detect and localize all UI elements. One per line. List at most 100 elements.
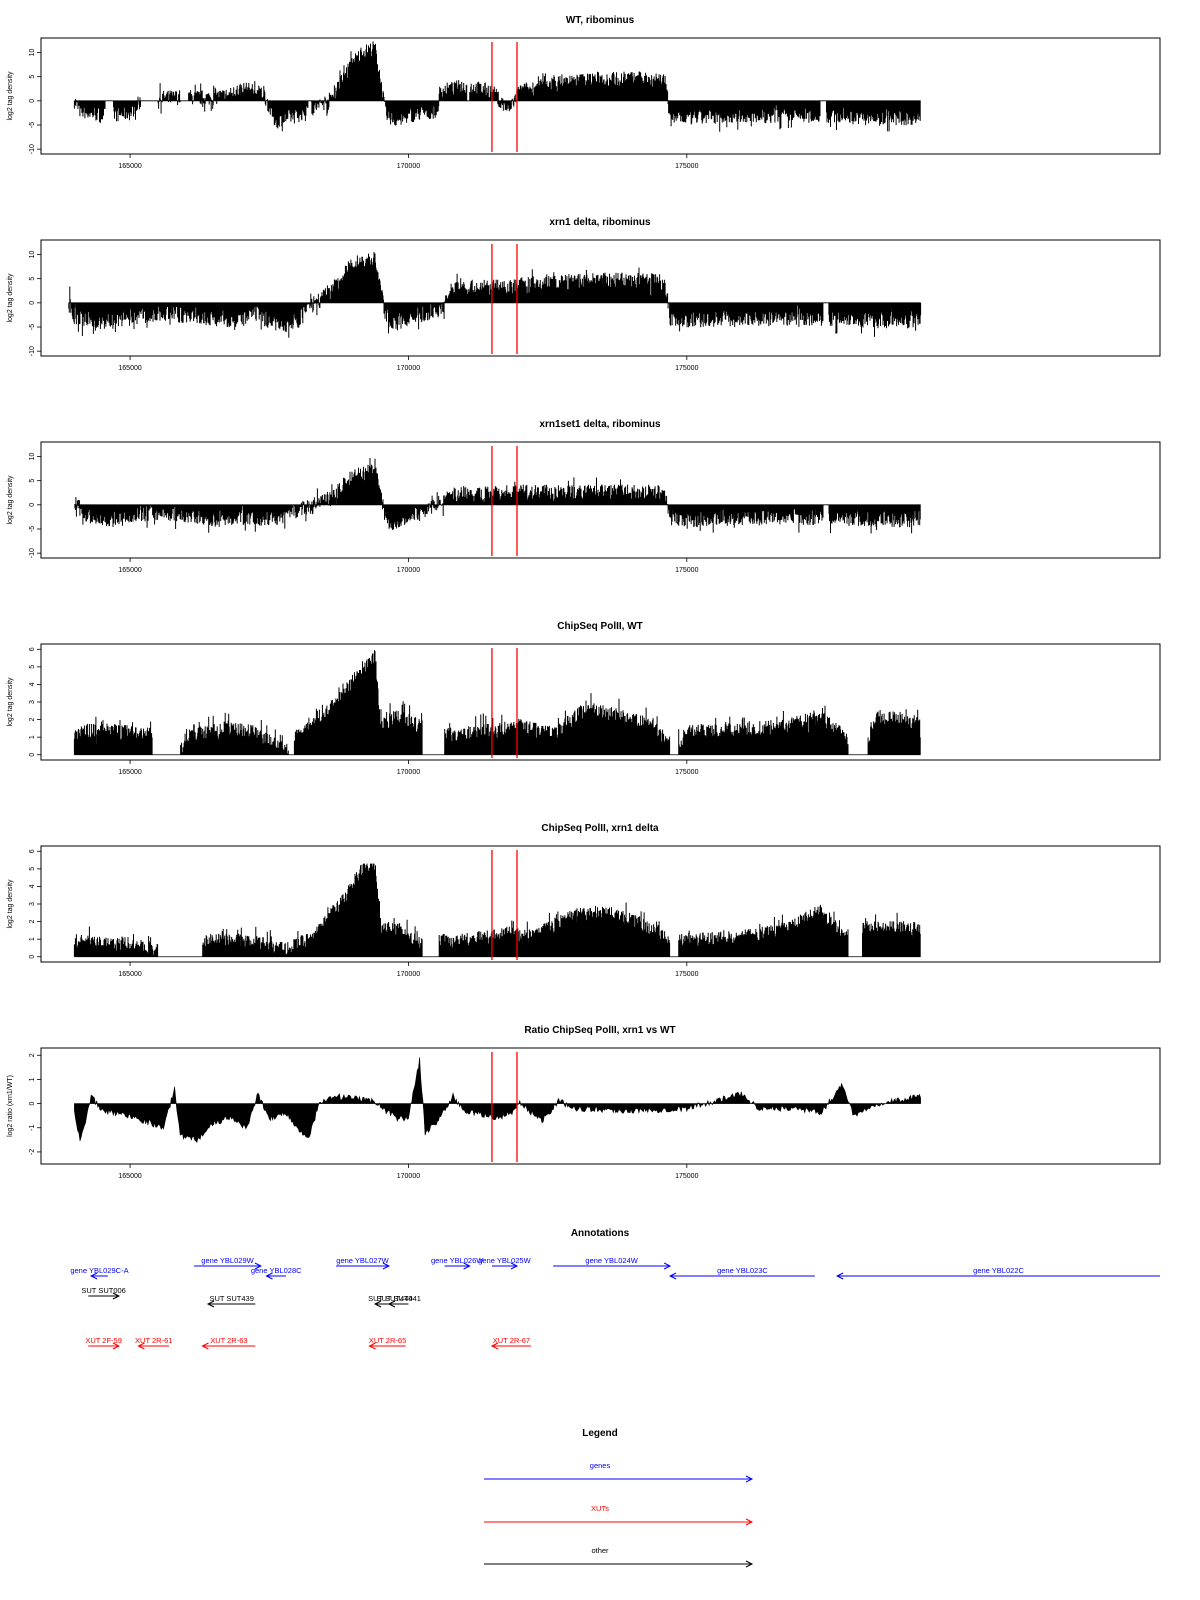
panel-6: Ratio ChipSeq PolII, xrn1 vs WT 2 1 0 -1 -2 lo… [7, 1025, 1161, 1180]
arrow-head-icon [382, 1262, 391, 1270]
signal-series [73, 458, 921, 534]
feature-label: SUT SUT441 [376, 1294, 420, 1303]
panel-5: ChipSeq PolII, xrn1 delta 0 1 2 3 4 5 6 log2 tag… [7, 823, 1161, 978]
feature-label: gene YBL023C [717, 1266, 768, 1275]
y-tick-label: 0 [29, 99, 36, 103]
legend-item: XUTs [484, 1504, 754, 1526]
feature-label: gene YBL027W [336, 1256, 389, 1265]
x-tick-label: 170000 [397, 971, 420, 978]
x-tick-label: 165000 [118, 971, 141, 978]
arrow-head-icon [201, 1342, 209, 1350]
y-tick-label: 3 [29, 902, 36, 906]
panel-title: ChipSeq PolII, WT [557, 621, 643, 632]
annotation-feature: gene YBL027W [336, 1256, 391, 1270]
y-tick-label: 6 [29, 647, 36, 651]
y-tick-label: 0 [29, 955, 36, 959]
panel-title: Ratio ChipSeq PolII, xrn1 vs WT [524, 1025, 675, 1036]
feature-label: XUT 2R-63 [210, 1336, 247, 1345]
y-axis-label: log2 tag density [7, 475, 14, 525]
legend-section: Legend genes XUTs other [484, 1428, 754, 1568]
plot-frame [40, 1047, 1161, 1165]
x-tick-label: 165000 [118, 769, 141, 776]
arrow-head-icon [745, 1560, 754, 1568]
legend-item: other [484, 1546, 754, 1568]
arrow-head-icon [463, 1262, 471, 1270]
y-tick-label: -5 [29, 526, 36, 532]
y-tick-label: 0 [29, 301, 36, 305]
plot-frame [40, 441, 1161, 559]
arrow-head-icon [254, 1262, 263, 1270]
feature-label: XUT 2R-67 [493, 1336, 530, 1345]
y-tick-label: 5 [29, 479, 36, 483]
y-tick-label: -10 [29, 346, 36, 356]
arrow-head-icon [668, 1272, 677, 1280]
signal-series [74, 1057, 921, 1143]
arrow-head-icon [206, 1300, 215, 1308]
annotation-feature: XUT 2R-63 [201, 1336, 256, 1350]
arrow-head-icon [265, 1272, 273, 1280]
x-tick-label: 175000 [675, 1173, 698, 1180]
y-tick-label: -2 [29, 1149, 36, 1155]
y-tick-label: 5 [29, 277, 36, 281]
x-tick-label: 175000 [675, 769, 698, 776]
y-tick-label: 2 [29, 718, 36, 722]
y-tick-label: 4 [29, 884, 36, 888]
y-tick-label: 0 [29, 503, 36, 507]
arrow-head-icon [373, 1300, 382, 1308]
arrow-head-icon [663, 1262, 672, 1270]
y-axis-label: log2 tag density [7, 71, 14, 121]
y-tick-label: 3 [29, 700, 36, 704]
y-tick-label: -10 [29, 144, 36, 154]
x-tick-label: 165000 [118, 163, 141, 170]
feature-label: gene YBL028C [251, 1266, 302, 1275]
x-tick-label: 175000 [675, 567, 698, 574]
x-tick-label: 165000 [118, 567, 141, 574]
annotation-feature: SUT SUT441 [376, 1294, 421, 1308]
feature-label: gene YBL029C-A [70, 1266, 128, 1275]
y-axis-label: log2 tag density [7, 273, 14, 323]
legend-item-label: other [591, 1546, 609, 1555]
feature-label: XUT 2R-61 [135, 1336, 172, 1345]
x-tick-label: 170000 [397, 769, 420, 776]
y-tick-label: 6 [29, 849, 36, 853]
y-tick-label: 10 [29, 251, 36, 259]
feature-label: SUT SUT006 [81, 1286, 125, 1295]
annotation-feature: gene YBL023C [668, 1266, 815, 1280]
signal-bars [68, 252, 922, 338]
panel-title: WT, ribominus [566, 15, 635, 26]
feature-label: SUT SUT439 [209, 1294, 253, 1303]
x-tick-label: 175000 [675, 971, 698, 978]
legend-item: genes [484, 1461, 754, 1483]
signal-series [73, 863, 921, 958]
arrow-head-icon [835, 1272, 844, 1280]
signal-series [68, 252, 922, 338]
x-tick-label: 175000 [675, 163, 698, 170]
feature-label: gene YBL026W [431, 1256, 484, 1265]
signal-bars [73, 863, 921, 957]
arrow-head-icon [510, 1262, 519, 1270]
plot-frame [40, 239, 1161, 357]
feature-label: XUT 2F-59 [85, 1336, 122, 1345]
annotation-feature: SUT SUT439 [206, 1294, 256, 1308]
arrow-head-icon [89, 1272, 98, 1280]
y-axis-label: log2 tag density [7, 677, 14, 727]
arrow-head-icon [368, 1342, 376, 1350]
panel-title: xrn1 delta, ribominus [549, 217, 651, 228]
x-tick-label: 170000 [397, 567, 420, 574]
y-tick-label: -1 [29, 1125, 36, 1131]
panel-title: xrn1set1 delta, ribominus [539, 419, 661, 430]
legend-title: Legend [582, 1428, 618, 1439]
annotation-feature: gene YBL029C-A [70, 1266, 129, 1280]
feature-label: gene YBL024W [585, 1256, 638, 1265]
y-tick-label: 10 [29, 49, 36, 57]
y-tick-label: 10 [29, 453, 36, 461]
annotation-feature: gene YBL026W [431, 1256, 484, 1270]
feature-label: SUT SUT440 [368, 1294, 412, 1303]
y-tick-label: 5 [29, 867, 36, 871]
y-tick-label: -10 [29, 548, 36, 558]
arrow-head-icon [137, 1342, 145, 1350]
signal-series [73, 650, 921, 756]
feature-label: XUT 2R-65 [369, 1336, 406, 1345]
legend-item-label: genes [590, 1461, 611, 1470]
